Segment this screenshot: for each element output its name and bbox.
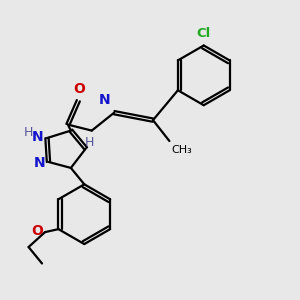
- Text: H: H: [85, 136, 94, 149]
- Text: O: O: [73, 82, 85, 96]
- Text: O: O: [32, 224, 44, 238]
- Text: N: N: [99, 93, 111, 107]
- Text: N: N: [32, 130, 44, 144]
- Text: H: H: [24, 126, 34, 139]
- Text: Cl: Cl: [196, 27, 211, 40]
- Text: N: N: [33, 156, 45, 170]
- Text: CH₃: CH₃: [171, 145, 192, 154]
